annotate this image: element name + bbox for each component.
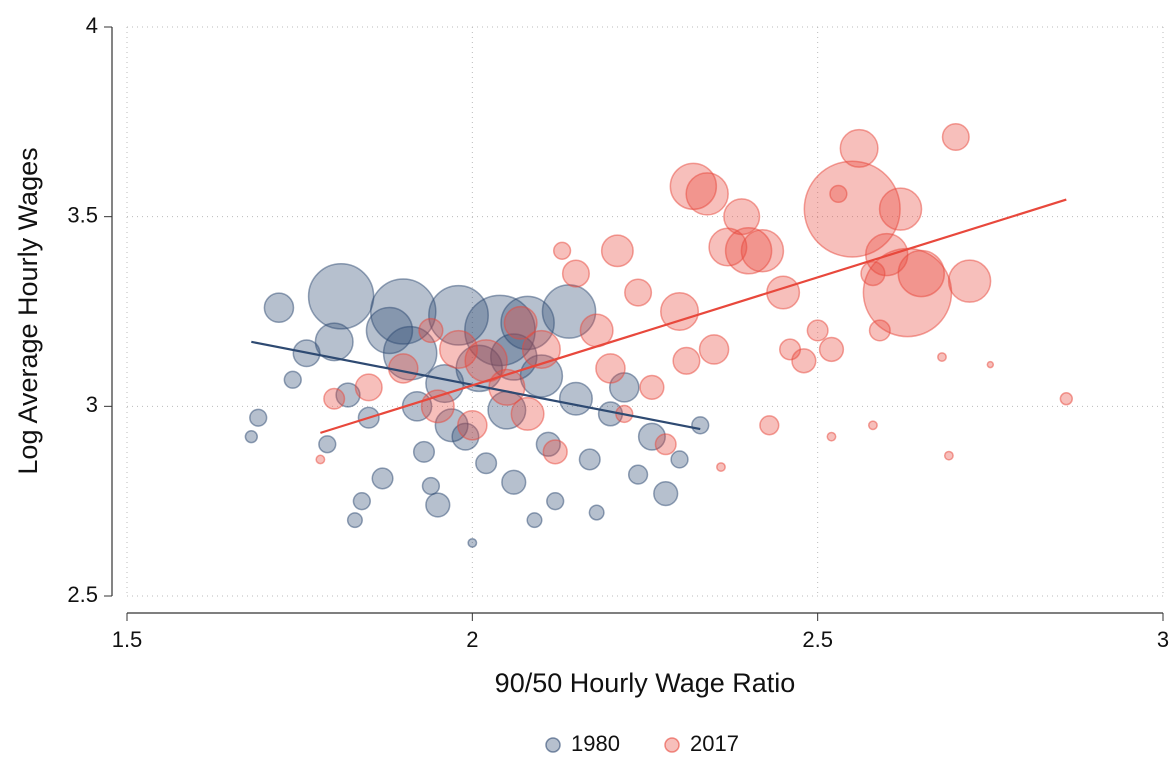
- bubble: [420, 389, 455, 424]
- bubble: [521, 329, 561, 369]
- bubble: [467, 537, 478, 548]
- y-tick-label: 2.5: [67, 582, 98, 607]
- x-tick-label: 2: [466, 627, 478, 652]
- bubble: [475, 452, 498, 475]
- bubble: [500, 295, 555, 351]
- bubble: [438, 329, 479, 369]
- bubble: [314, 322, 354, 362]
- x-axis-label: 90/50 Hourly Wage Ratio: [495, 668, 796, 698]
- x-tick-label: 1.5: [112, 627, 143, 652]
- bubble: [510, 396, 545, 431]
- bubble: [818, 336, 845, 363]
- y-tick-label: 4: [86, 13, 98, 38]
- bubble: [791, 348, 817, 374]
- bubble: [826, 431, 837, 442]
- bubble: [716, 462, 726, 472]
- bubble: [691, 416, 710, 435]
- bubble: [867, 420, 878, 431]
- legend-label: 1980: [571, 731, 620, 756]
- legend-marker: [545, 737, 561, 753]
- x-tick-label: 3: [1157, 627, 1169, 652]
- fit-line: [320, 198, 1067, 434]
- bubble: [627, 464, 649, 485]
- bubble: [535, 431, 561, 457]
- bubble: [724, 227, 773, 275]
- bubble: [323, 387, 346, 410]
- y-tick-label: 3.5: [67, 202, 98, 227]
- bubble: [897, 249, 946, 298]
- bubble: [947, 259, 992, 303]
- bubble: [428, 284, 489, 346]
- bubble: [578, 448, 601, 471]
- bubble: [558, 381, 593, 416]
- bubble: [868, 319, 891, 342]
- bubble: [346, 512, 363, 529]
- bubble: [806, 319, 829, 342]
- bubble: [425, 492, 451, 518]
- bubble: [672, 346, 701, 375]
- bubble: [943, 450, 954, 461]
- bubble: [501, 469, 527, 495]
- bubble: [354, 373, 383, 402]
- bubble: [941, 122, 970, 152]
- bubble: [654, 433, 677, 456]
- bubble: [670, 450, 689, 469]
- bubble: [315, 454, 326, 465]
- bubble: [542, 439, 568, 465]
- bubble: [624, 278, 653, 307]
- bubble: [421, 476, 441, 496]
- bubble: [561, 259, 590, 288]
- bubble: [546, 492, 565, 511]
- bubble: [878, 187, 923, 231]
- bubble: [283, 370, 302, 389]
- bubble: [365, 306, 414, 355]
- bubble: [412, 440, 436, 463]
- bubble: [244, 429, 259, 444]
- bubble: [552, 241, 572, 260]
- bubble: [937, 352, 947, 362]
- bubble: [249, 408, 268, 427]
- bubble: [803, 160, 901, 258]
- bubble: [829, 184, 848, 204]
- bubble: [860, 260, 886, 287]
- bubble: [457, 410, 488, 441]
- bubble: [503, 305, 538, 340]
- bubble: [723, 198, 761, 236]
- bubble: [698, 334, 730, 365]
- bubble: [839, 128, 879, 168]
- bubble: [352, 492, 371, 511]
- bubble: [660, 291, 700, 332]
- bubble: [595, 353, 626, 384]
- bubble: [263, 292, 295, 324]
- bubble: [1059, 392, 1073, 406]
- y-axis-label: Log Average Hourly Wages: [13, 147, 43, 474]
- y-tick-label: 3: [86, 392, 98, 417]
- bubble: [637, 422, 666, 451]
- bubble: [588, 504, 605, 521]
- x-tick-label: 2.5: [802, 627, 833, 652]
- bubble: [639, 374, 665, 400]
- bubble: [371, 467, 394, 490]
- bubble: [600, 234, 634, 268]
- legend-marker: [664, 737, 680, 753]
- legend-label: 2017: [690, 731, 739, 756]
- bubble: [318, 435, 337, 454]
- bubble: [740, 229, 785, 273]
- bubble: [986, 360, 995, 369]
- bubble: [526, 512, 543, 529]
- bubble: [685, 172, 729, 216]
- bubble: [335, 382, 361, 408]
- fit-line: [251, 340, 701, 431]
- bubble: [653, 480, 679, 507]
- bubble: [418, 317, 444, 344]
- bubble: [759, 415, 780, 436]
- bubble: [307, 263, 375, 330]
